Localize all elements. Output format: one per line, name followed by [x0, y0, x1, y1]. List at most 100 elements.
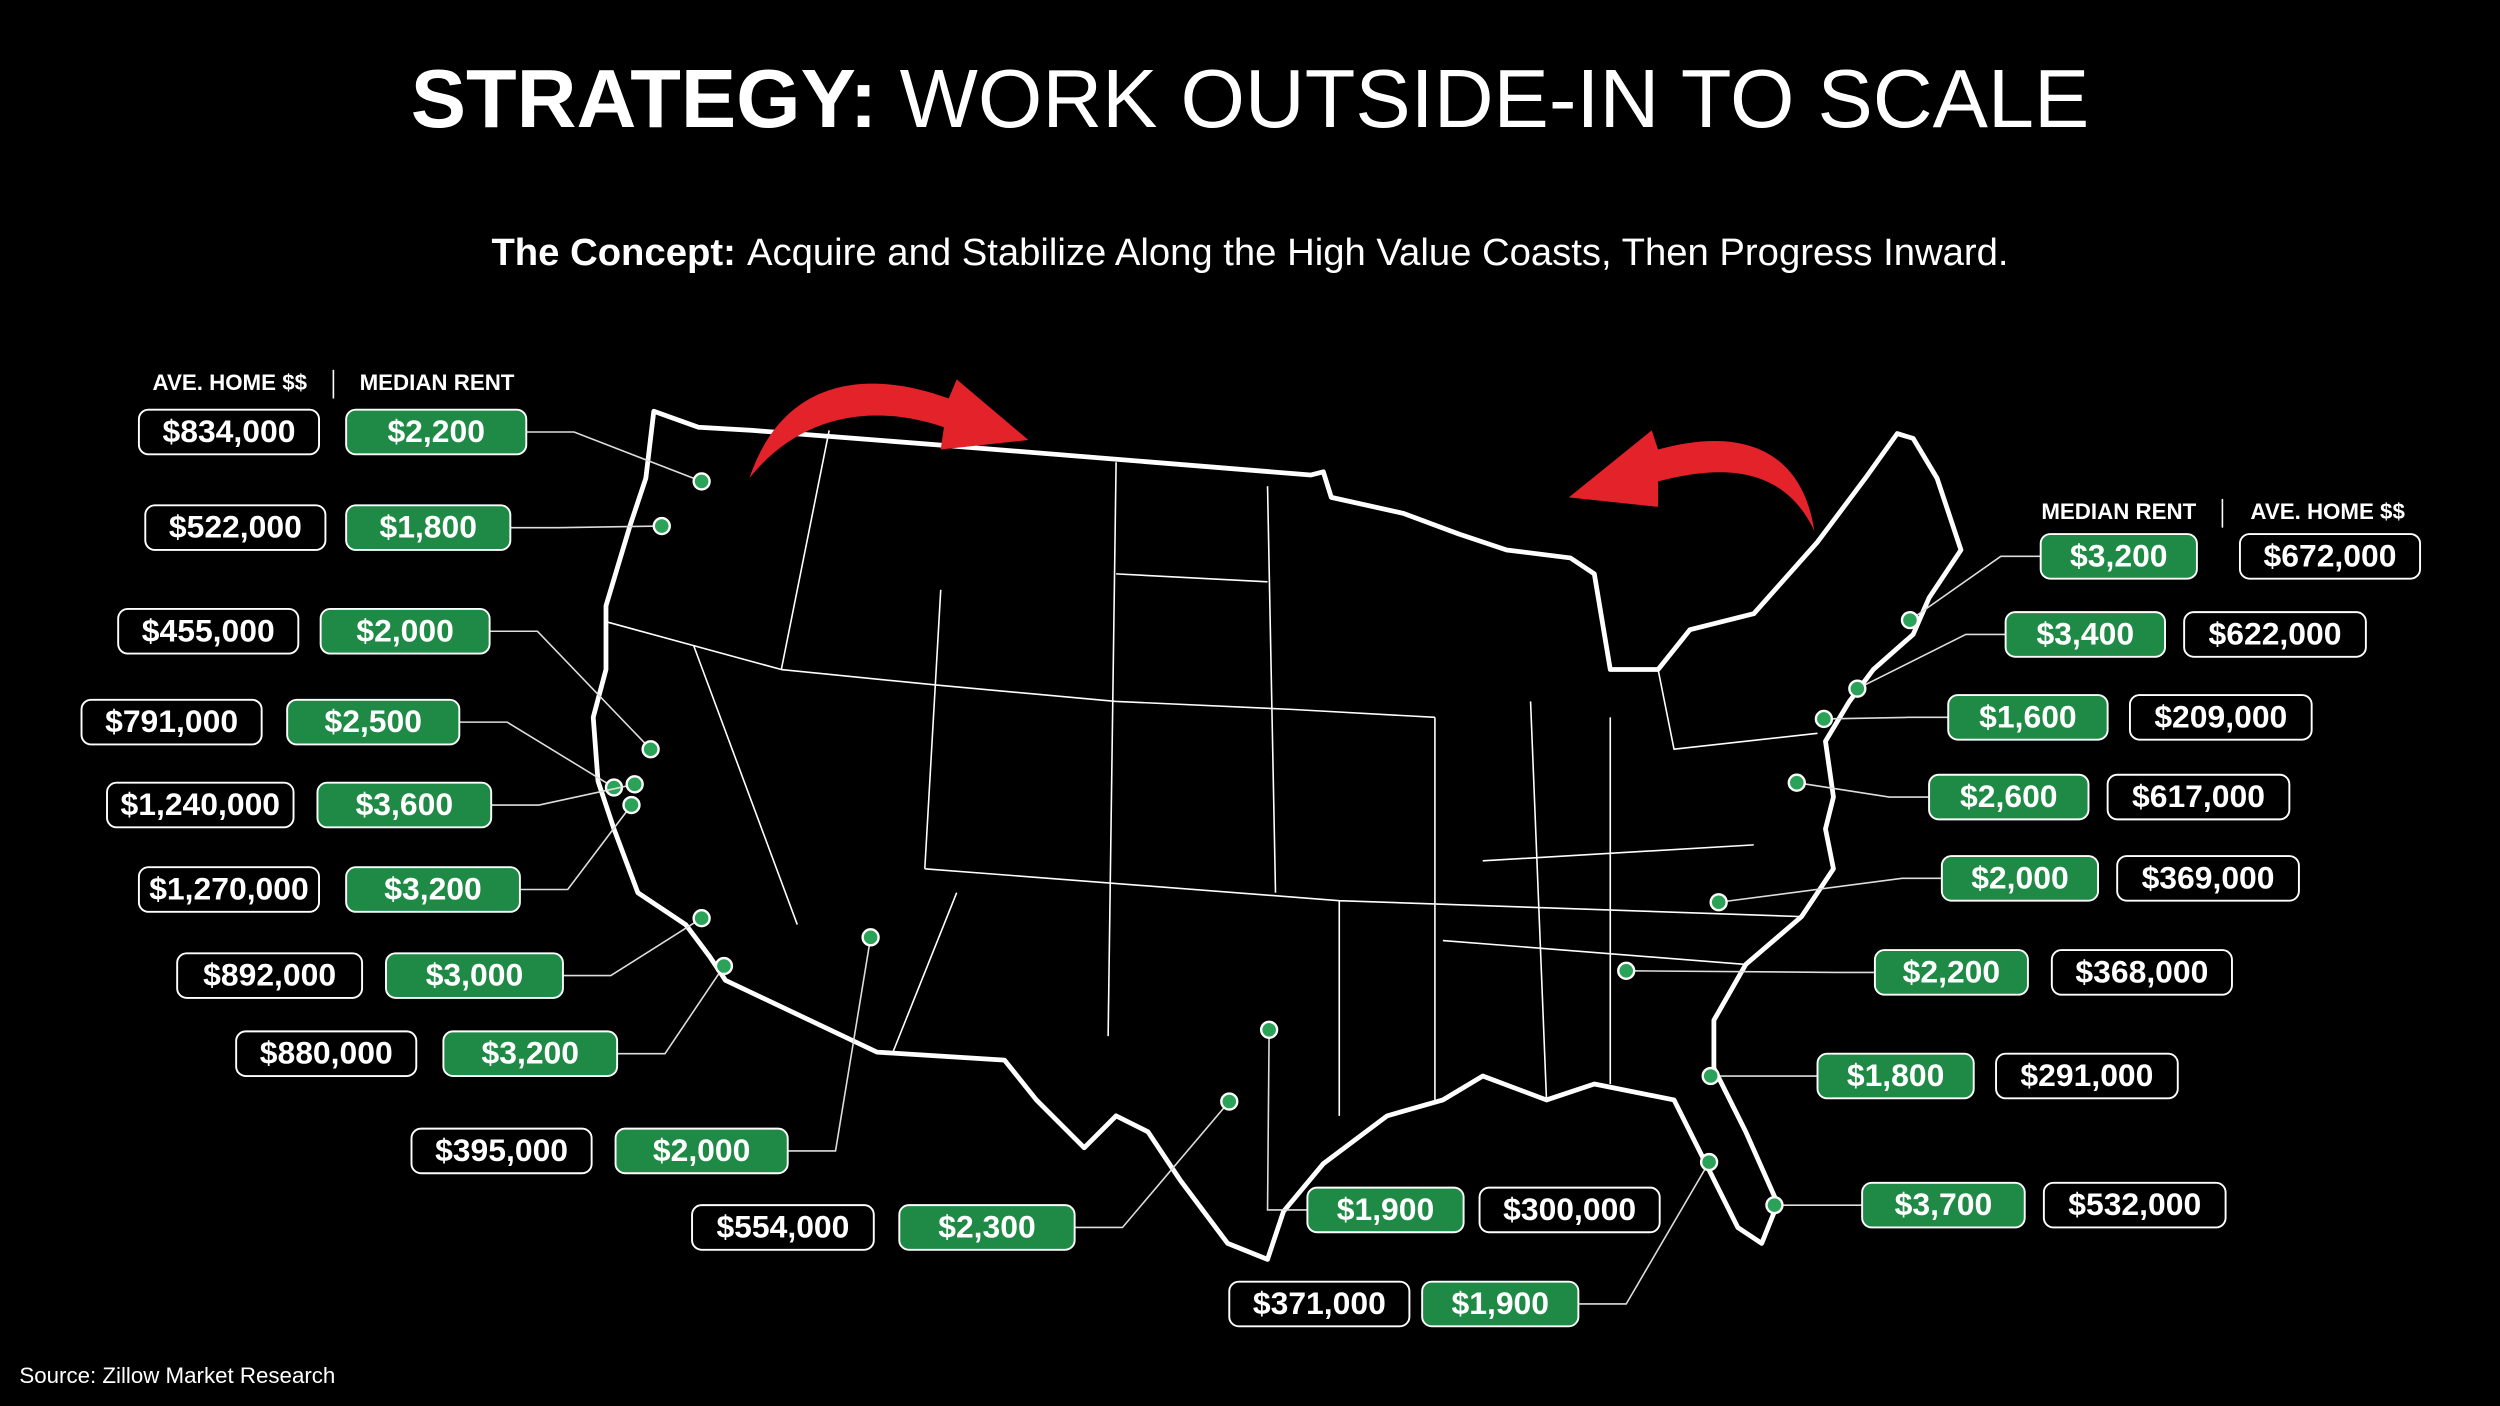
- market-dot: [1220, 1092, 1239, 1111]
- rent-value: $3,200: [384, 871, 481, 907]
- home-box: [80, 698, 263, 746]
- market-labels: $834,000 $2,200 $522,000 $1,800 $455,000 $2,0…: [80, 408, 2422, 1328]
- rent-value: $1,600: [1979, 698, 2076, 734]
- home-value: $622,000: [2209, 615, 2342, 651]
- leader-line: [519, 804, 633, 891]
- market-dot: [714, 956, 734, 976]
- rent-value: $2,200: [387, 413, 485, 449]
- market-dot: [692, 909, 711, 928]
- home-value: $209,000: [2154, 698, 2287, 734]
- home-box: [235, 1030, 418, 1077]
- rent-value: $2,200: [1903, 953, 2001, 989]
- rent-box: [1928, 773, 2090, 821]
- rent-box: [1940, 855, 2100, 902]
- home-box: [117, 607, 300, 655]
- market-dot: [692, 472, 711, 491]
- state-lines: [605, 430, 1818, 1116]
- header-home-right: AVE. HOME $$: [2250, 499, 2405, 524]
- leader-line: [1578, 1161, 1710, 1305]
- market-dot: [1701, 1066, 1720, 1086]
- rent-value: $1,900: [1337, 1191, 1435, 1227]
- home-box: [137, 408, 320, 456]
- rent-value: $3,000: [426, 957, 523, 993]
- rent-value: $3,600: [356, 786, 453, 822]
- subtitle-rest: Acquire and Stabilize Along the High Val…: [747, 231, 2009, 274]
- arrows: [749, 379, 1815, 531]
- rent-box: [385, 952, 564, 999]
- home-box: [1995, 1052, 2179, 1100]
- leader-line: [617, 965, 725, 1055]
- home-box: [2128, 694, 2313, 741]
- home-value: $834,000: [162, 413, 295, 449]
- rent-value: $3,700: [1895, 1186, 1992, 1222]
- home-box: [1228, 1280, 1411, 1328]
- home-box: [2116, 855, 2300, 902]
- leader-line: [510, 525, 662, 529]
- rent-box: [1421, 1280, 1580, 1328]
- leader-line: [489, 630, 652, 750]
- rent-box: [442, 1030, 619, 1077]
- leader-line: [1074, 1101, 1230, 1229]
- rent-value: $2,300: [938, 1208, 1035, 1244]
- arrow-right: [1568, 430, 1815, 531]
- rent-box: [2004, 611, 2166, 658]
- leader-line: [562, 917, 703, 977]
- leader-line: [526, 431, 702, 483]
- rent-box: [345, 408, 528, 456]
- home-value: $291,000: [2020, 1057, 2153, 1093]
- home-box: [176, 952, 364, 999]
- rent-value: $2,000: [356, 612, 453, 648]
- title: STRATEGY: WORK OUTSIDE-IN TO SCALE: [411, 52, 2089, 145]
- home-box: [2183, 611, 2367, 658]
- home-box: [106, 781, 295, 829]
- rent-box: [316, 781, 493, 829]
- home-box: [2106, 773, 2291, 821]
- home-box: [1478, 1186, 1661, 1234]
- subtitle-bold: The Concept:: [491, 231, 735, 274]
- market-dot: [622, 795, 641, 815]
- market-dot: [1787, 773, 1806, 792]
- us-map: [590, 408, 1964, 1262]
- rent-box: [1816, 1052, 1975, 1100]
- home-value: $455,000: [142, 612, 275, 648]
- home-value: $880,000: [260, 1035, 393, 1071]
- home-value: $368,000: [2075, 953, 2208, 989]
- source: Source: Zillow Market Research: [19, 1363, 335, 1388]
- rent-value: $2,000: [653, 1132, 751, 1168]
- market-dot: [861, 928, 880, 947]
- rent-box: [1947, 694, 2109, 741]
- home-box: [2042, 1181, 2227, 1229]
- rent-box: [614, 1127, 789, 1175]
- leader-line: [1718, 877, 1942, 904]
- home-value: $369,000: [2142, 859, 2275, 895]
- rent-box: [286, 698, 461, 746]
- rent-value: $3,400: [2037, 615, 2134, 651]
- title-bold: STRATEGY:: [411, 52, 878, 145]
- home-box: [410, 1127, 593, 1175]
- header-rent-right: MEDIAN RENT: [2041, 499, 2196, 524]
- rent-box: [319, 607, 491, 655]
- home-value: $554,000: [716, 1208, 849, 1244]
- home-value: $532,000: [2068, 1186, 2201, 1222]
- home-box: [2050, 949, 2233, 996]
- leader-line: [1266, 1029, 1308, 1211]
- market-dot: [1848, 679, 1867, 698]
- market-dot: [1617, 961, 1636, 980]
- rent-box: [1873, 949, 2029, 996]
- home-value: $791,000: [105, 703, 238, 739]
- rent-box: [2039, 533, 2198, 580]
- home-box: [137, 866, 320, 913]
- market-dot: [1814, 709, 1834, 729]
- market-dot: [1699, 1152, 1719, 1172]
- leader-line: [1796, 781, 1930, 798]
- rent-value: $2,600: [1960, 778, 2058, 814]
- leader-line: [1909, 555, 2041, 621]
- leader-line: [491, 783, 635, 806]
- header-rent-left: MEDIAN RENT: [360, 370, 515, 395]
- home-value: $522,000: [169, 509, 302, 545]
- rent-value: $1,800: [379, 509, 477, 545]
- home-value: $1,270,000: [149, 871, 309, 907]
- leader-line: [1856, 633, 2006, 690]
- home-value: $892,000: [203, 957, 336, 993]
